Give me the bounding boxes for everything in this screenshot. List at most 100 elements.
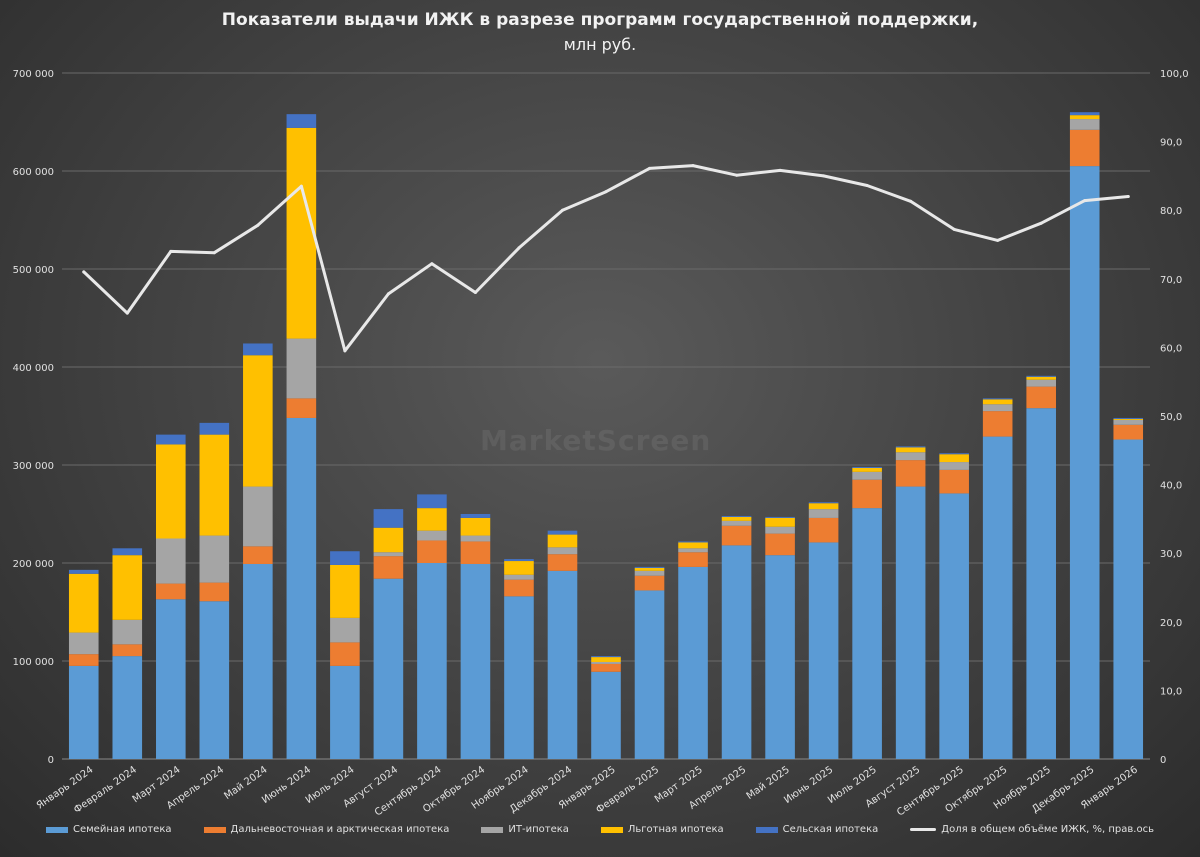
legend-item-preferential: Льготная ипотека (600, 824, 724, 835)
bar-segment (330, 642, 360, 666)
bar-segment (112, 555, 143, 620)
legend-item-fareast: Дальневосточная и арктическая ипотека (203, 824, 449, 835)
bar-segment (765, 517, 795, 527)
bar-segment (156, 538, 186, 584)
legend-item-share-line: Доля в общем объёме ИЖК, %, прав.ось (910, 824, 1154, 835)
y-right-tick-label: 100,0 (1160, 69, 1189, 80)
bar-segment (68, 569, 99, 574)
bar-segment (504, 574, 534, 580)
bar-segment (112, 548, 143, 556)
legend-label: Сельская ипотека (782, 824, 879, 835)
bar-segment (982, 436, 1013, 759)
bar-segment (417, 563, 447, 759)
bar-segment (982, 398, 1013, 400)
bar-segment (199, 535, 230, 583)
bar-segment (1113, 439, 1144, 759)
y-left-tick-label: 0 (48, 755, 54, 766)
y-left-tick-label: 700 000 (13, 69, 54, 80)
share-line-point (778, 168, 782, 172)
bar-segment (634, 570, 665, 576)
bar-segment (417, 494, 447, 509)
bar-segment (895, 446, 926, 448)
bar-segment (286, 417, 317, 759)
legend-label: Льготная ипотека (627, 824, 724, 835)
bar-segment (330, 564, 360, 618)
bar-segment (852, 471, 882, 480)
bar-segment (156, 583, 186, 600)
share-line-point (256, 223, 260, 227)
y-right-tick-label: 80,0 (1160, 206, 1182, 217)
legend-swatch (481, 826, 504, 833)
bar-segment (417, 530, 447, 541)
share-line-point (560, 208, 564, 212)
bar-segment (373, 552, 404, 557)
bar-segment (678, 548, 708, 553)
bar-segment (678, 552, 708, 567)
bar-segment (417, 540, 447, 563)
bar-segment (286, 127, 317, 339)
y-right-tick-label: 70,0 (1160, 275, 1182, 286)
bar-segment (808, 517, 839, 543)
bar-segment (156, 434, 186, 445)
y-left-tick-label: 200 000 (13, 559, 54, 570)
bar-segment (504, 596, 534, 759)
bar-segment (330, 551, 360, 565)
share-line-point (1126, 194, 1130, 198)
legend-swatch (203, 826, 226, 833)
bar-segment (417, 508, 447, 531)
bar-segment (591, 661, 621, 664)
y-right-tick-label: 60,0 (1160, 343, 1182, 354)
share-line-point (517, 246, 521, 250)
bar-segment (199, 434, 230, 536)
bar-segment (373, 556, 404, 579)
share-line-point (648, 166, 652, 170)
bar-segment (199, 601, 230, 759)
bar-segment (68, 665, 99, 759)
bar-segment (1069, 129, 1100, 167)
bar-segment (243, 343, 273, 356)
bar-segment (286, 114, 317, 128)
share-line-point (386, 292, 390, 296)
bar-segment (895, 486, 926, 759)
bar-segment (1113, 424, 1144, 440)
bar-segment (547, 534, 578, 548)
bar-segment (547, 570, 578, 759)
share-line-point (909, 199, 913, 203)
y-right-tick-label: 20,0 (1160, 618, 1182, 629)
bar-segment (982, 404, 1013, 412)
bar-segment (330, 617, 360, 643)
y-right-tick-label: 40,0 (1160, 481, 1182, 492)
bar-segment (504, 561, 534, 575)
share-line-point (1039, 221, 1043, 225)
share-line-point (691, 164, 695, 168)
y-left-tick-label: 400 000 (13, 363, 54, 374)
bar-segment (678, 566, 708, 759)
bar-segment (982, 411, 1013, 437)
bar-segment (1113, 419, 1144, 425)
legend-swatch (755, 826, 778, 833)
share-line-point (865, 184, 869, 188)
legend-label: Доля в общем объёме ИЖК, %, прав.ось (941, 824, 1154, 835)
bar-segment (678, 541, 708, 543)
legend-item-family: Семейная ипотека (46, 824, 172, 835)
legend-swatch (600, 826, 623, 833)
bar-segment (939, 493, 969, 759)
bar-segment (460, 517, 491, 536)
share-line-point (125, 311, 129, 315)
bar-segment (373, 578, 404, 759)
bar-segment (634, 590, 665, 759)
share-line-point (1083, 199, 1087, 203)
bar-segment (721, 545, 752, 759)
bar-segment (852, 508, 882, 759)
y-right-tick-label: 30,0 (1160, 549, 1182, 560)
bar-segment (1113, 417, 1144, 419)
bar-segment (460, 563, 491, 759)
bar-segment (1026, 375, 1056, 377)
bar-segment (721, 525, 752, 546)
bar-segment (1026, 379, 1056, 387)
bar-segment (1026, 408, 1056, 759)
share-line-point (299, 184, 303, 188)
bar-segment (68, 573, 99, 633)
bar-segment (939, 462, 969, 470)
bar-segment (678, 542, 708, 549)
